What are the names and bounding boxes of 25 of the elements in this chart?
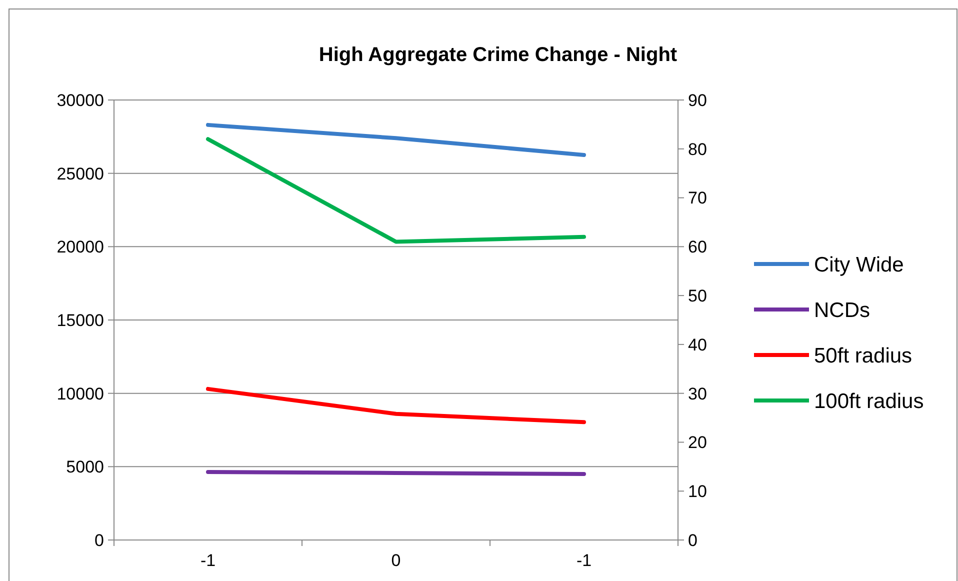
y2-tick-label: 0: [688, 530, 698, 550]
y-tick-label: 10000: [56, 384, 104, 404]
y2-tick-label: 80: [688, 140, 707, 159]
y2-tick-label: 20: [688, 433, 707, 452]
legend-label: 100ft radius: [814, 390, 924, 413]
x-tick-label: -1: [200, 551, 216, 570]
y2-tick-label: 70: [688, 188, 707, 208]
y2-tick-label: 30: [688, 384, 707, 404]
y-tick-label: 5000: [66, 458, 104, 477]
legend-label: 50ft radius: [814, 344, 912, 368]
y-tick-label: 15000: [56, 310, 104, 330]
y2-tick-label: 50: [688, 286, 707, 306]
chart-title: High Aggregate Crime Change - Night: [318, 44, 678, 66]
x-tick-label: 0: [391, 551, 401, 570]
legend-label: NCDs: [814, 298, 870, 322]
y-tick-label: 20000: [56, 238, 104, 257]
y-tick-label: 25000: [56, 164, 104, 184]
y-tick-label: 30000: [56, 90, 104, 110]
y2-tick-label: 60: [688, 238, 707, 257]
y2-tick-label: 10: [688, 482, 707, 502]
y2-tick-label: 90: [688, 90, 707, 110]
y-tick-label: 0: [94, 530, 104, 550]
x-tick-label: -1: [576, 551, 592, 570]
y2-tick-label: 40: [688, 335, 707, 354]
legend-label: City Wide: [814, 253, 904, 276]
